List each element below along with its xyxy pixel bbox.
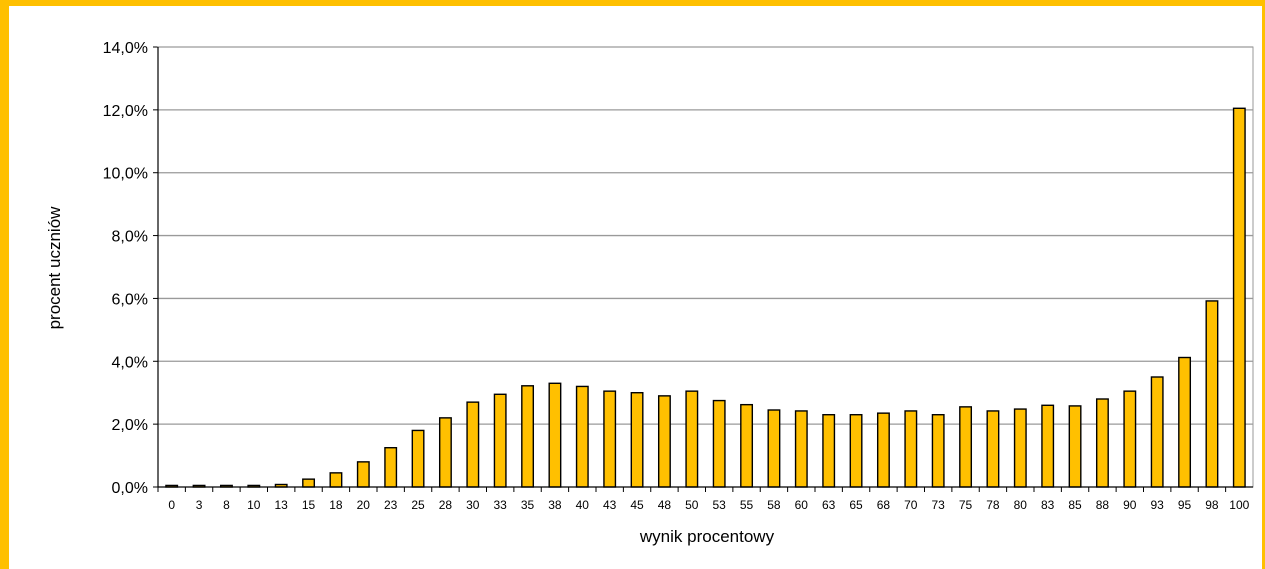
x-tick-label: 43 xyxy=(603,498,617,512)
x-tick-label: 23 xyxy=(384,498,398,512)
x-tick-label: 85 xyxy=(1068,498,1082,512)
x-tick-label: 8 xyxy=(223,498,230,512)
bar-20 xyxy=(356,461,370,488)
y-axis-title: procent uczniów xyxy=(45,206,64,330)
bar-83 xyxy=(1041,404,1055,488)
bar-35 xyxy=(521,385,535,488)
bar-70 xyxy=(904,410,918,488)
x-tick-label: 65 xyxy=(849,498,863,512)
x-tick-label: 80 xyxy=(1014,498,1028,512)
bar-15 xyxy=(302,478,316,488)
x-tick-label: 40 xyxy=(576,498,590,512)
x-tick-label: 50 xyxy=(685,498,699,512)
x-tick-label: 88 xyxy=(1096,498,1110,512)
y-tick-label: 12,0% xyxy=(103,103,148,120)
bar-38 xyxy=(548,382,562,488)
bar-50 xyxy=(685,390,699,488)
bar-60 xyxy=(794,410,808,488)
x-tick-label: 98 xyxy=(1205,498,1219,512)
x-tick-label: 55 xyxy=(740,498,754,512)
y-tick-label: 14,0% xyxy=(103,40,148,57)
x-tick-label: 75 xyxy=(959,498,973,512)
bar-90 xyxy=(1123,390,1137,488)
bar-40 xyxy=(575,385,589,488)
bar-55 xyxy=(740,403,754,488)
bar-78 xyxy=(986,410,1000,488)
x-tick-label: 73 xyxy=(932,498,946,512)
x-tick-label: 70 xyxy=(904,498,918,512)
x-tick-label: 90 xyxy=(1123,498,1137,512)
y-tick-label: 6,0% xyxy=(112,291,148,308)
y-tick-label: 10,0% xyxy=(103,166,148,183)
y-tick-label: 4,0% xyxy=(112,354,148,371)
x-tick-label: 45 xyxy=(630,498,644,512)
bar-28 xyxy=(438,417,452,488)
gridlines xyxy=(158,46,1253,425)
x-tick-label: 38 xyxy=(548,498,562,512)
bar-45 xyxy=(630,392,644,488)
x-tick-label: 10 xyxy=(247,498,261,512)
x-tick-label: 63 xyxy=(822,498,836,512)
bar-93 xyxy=(1150,376,1164,488)
plot-border xyxy=(157,46,1254,488)
bar-30 xyxy=(466,401,480,488)
bar-73 xyxy=(931,414,945,488)
bar-88 xyxy=(1095,398,1109,488)
bar-48 xyxy=(657,395,671,488)
y-tick-label: 8,0% xyxy=(112,229,148,246)
bar-95 xyxy=(1178,356,1192,488)
bars xyxy=(165,107,1246,488)
x-tick-label: 25 xyxy=(411,498,425,512)
x-tick-label: 53 xyxy=(713,498,727,512)
bar-33 xyxy=(493,393,507,488)
bar-75 xyxy=(959,406,973,488)
x-tick-label: 0 xyxy=(168,498,175,512)
x-tick-label: 58 xyxy=(767,498,781,512)
bar-63 xyxy=(822,414,836,488)
axes xyxy=(153,46,1254,492)
x-tick-label: 35 xyxy=(521,498,535,512)
bar-18 xyxy=(329,472,343,488)
bar-25 xyxy=(411,429,425,488)
x-axis-title: wynik procentowy xyxy=(639,527,775,546)
x-tick-label: 13 xyxy=(275,498,289,512)
x-tick-label: 30 xyxy=(466,498,480,512)
x-tick-label: 93 xyxy=(1151,498,1165,512)
x-tick-label: 95 xyxy=(1178,498,1192,512)
bar-43 xyxy=(603,390,617,488)
y-tick-labels: 0,0% 2,0% 4,0% 6,0% 8,0% 10,0% 12,0% 14,0% xyxy=(103,40,148,497)
y-tick-label: 0,0% xyxy=(112,480,148,497)
x-tick-label: 18 xyxy=(329,498,343,512)
x-tick-label: 68 xyxy=(877,498,891,512)
x-tick-labels: 0 3 8 10 13 15 18 20 23 25 28 30 33 35 38 40 43 45 48 50 53 5… xyxy=(168,498,1249,512)
x-tick-label: 60 xyxy=(795,498,809,512)
bar-85 xyxy=(1068,405,1082,488)
x-tick-label: 3 xyxy=(196,498,203,512)
bar-53 xyxy=(712,399,726,488)
x-tick-label: 28 xyxy=(439,498,453,512)
bar-100 xyxy=(1232,107,1246,488)
bar-80 xyxy=(1013,408,1027,488)
x-tick-label: 78 xyxy=(986,498,1000,512)
bar-98 xyxy=(1205,300,1219,488)
x-tick-label: 20 xyxy=(357,498,371,512)
x-tick-label: 48 xyxy=(658,498,672,512)
bar-23 xyxy=(384,447,398,488)
x-tick-label: 100 xyxy=(1229,498,1249,512)
bar-65 xyxy=(849,414,863,488)
bar-68 xyxy=(876,412,890,488)
x-tick-label: 83 xyxy=(1041,498,1055,512)
x-tick-label: 33 xyxy=(494,498,508,512)
x-tick-label: 15 xyxy=(302,498,316,512)
bar-58 xyxy=(767,409,781,488)
y-tick-label: 2,0% xyxy=(112,417,148,434)
